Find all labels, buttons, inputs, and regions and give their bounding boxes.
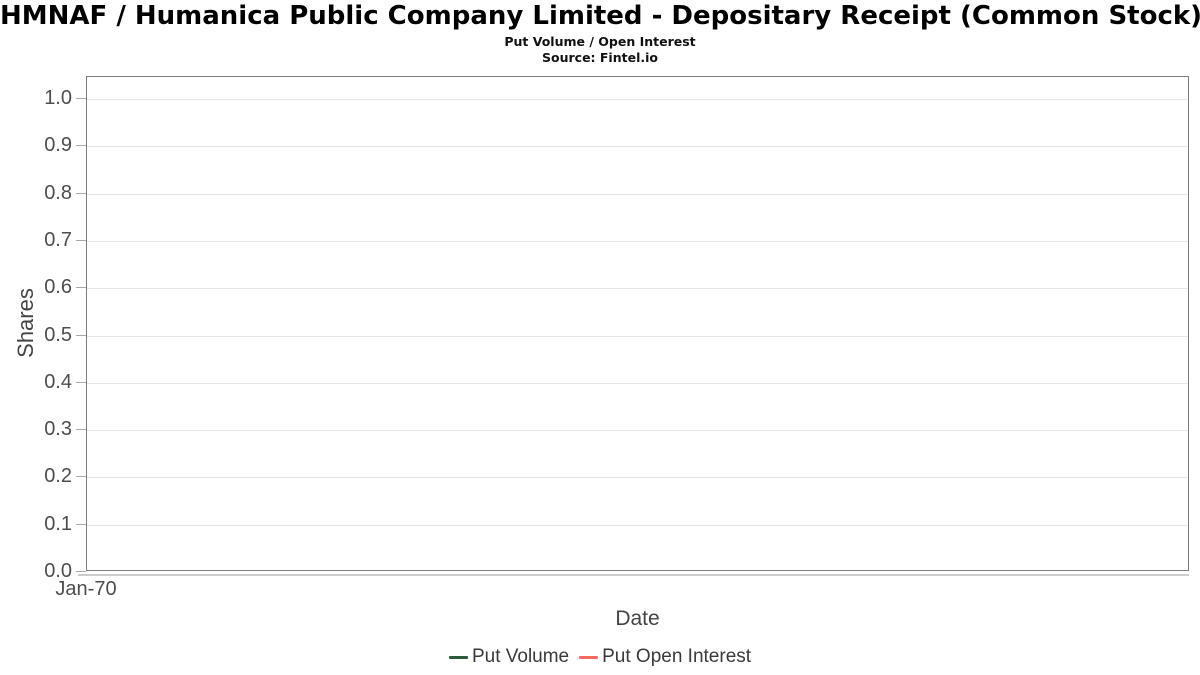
y-tick-label: 0.5 bbox=[44, 323, 72, 346]
gridline bbox=[87, 430, 1188, 432]
y-tick-mark bbox=[76, 239, 86, 241]
chart-subtitle: Put Volume / Open Interest bbox=[504, 34, 696, 49]
y-tick-mark bbox=[76, 381, 86, 383]
gridline bbox=[87, 99, 1188, 100]
y-tick-mark bbox=[76, 145, 86, 147]
legend-series-dash-icon bbox=[579, 655, 599, 659]
legend-item-put-open-interest[interactable]: Put Open Interest bbox=[579, 646, 751, 668]
y-tick-label: 0.6 bbox=[44, 276, 72, 299]
x-axis-title: Date bbox=[615, 607, 660, 630]
legend-series-label: Put Open Interest bbox=[602, 646, 752, 667]
y-tick-label: 0.8 bbox=[44, 181, 72, 204]
y-tick-label: 0.9 bbox=[44, 134, 72, 157]
y-tick-mark bbox=[76, 334, 86, 336]
legend: Put Volume Put Open Interest bbox=[0, 646, 1200, 668]
gridline bbox=[87, 335, 1188, 337]
plot-area bbox=[86, 76, 1189, 571]
y-tick-label: 0.4 bbox=[44, 370, 72, 393]
y-tick-mark bbox=[76, 523, 86, 525]
y-tick-mark bbox=[76, 98, 86, 99]
legend-item-put-volume[interactable]: Put Volume bbox=[448, 646, 570, 668]
gridline bbox=[87, 477, 1188, 479]
x-tick-label: Jan-70 bbox=[55, 578, 117, 600]
y-tick-label: 0.7 bbox=[44, 228, 72, 251]
chart-source-label: Source: Fintel.io bbox=[542, 50, 658, 65]
chart-title: HMNAF / Humanica Public Company Limited … bbox=[0, 1, 1200, 31]
y-tick-mark bbox=[76, 287, 86, 289]
gridline bbox=[87, 382, 1188, 384]
y-tick-label: 0.3 bbox=[44, 418, 72, 441]
y-tick-label: 0.0 bbox=[44, 560, 72, 582]
y-tick-label: 1.0 bbox=[44, 87, 72, 109]
legend-series-dash-icon bbox=[448, 655, 468, 659]
gridline bbox=[87, 288, 1188, 290]
legend-series-label: Put Volume bbox=[471, 646, 570, 667]
gridline bbox=[87, 524, 1188, 526]
gridline bbox=[87, 240, 1188, 242]
y-tick-mark bbox=[76, 192, 86, 194]
y-tick-mark bbox=[76, 429, 86, 431]
x-axis-line bbox=[78, 574, 1189, 576]
y-axis-title: Shares bbox=[13, 288, 38, 358]
gridline bbox=[87, 146, 1188, 148]
y-tick-label: 0.2 bbox=[44, 465, 72, 488]
y-tick-mark bbox=[76, 571, 86, 572]
y-tick-label: 0.1 bbox=[44, 512, 72, 535]
y-tick-mark bbox=[76, 476, 86, 478]
gridline bbox=[87, 193, 1188, 195]
